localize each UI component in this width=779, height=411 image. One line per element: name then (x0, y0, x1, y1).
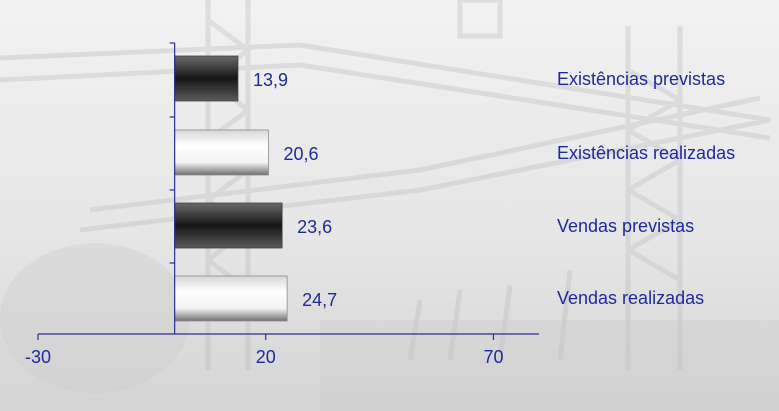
value-labels-layer: 13,9 20,6 23,6 24,7 (253, 70, 337, 310)
background-buildings-shape (320, 320, 779, 411)
category-label-4: Vendas realizadas (557, 288, 704, 308)
background-hard-hat-shape (0, 243, 190, 393)
x-axis-tick-label-1: -30 (25, 347, 51, 367)
value-label-1: 13,9 (253, 70, 288, 90)
category-label-3: Vendas previstas (557, 216, 694, 236)
x-axis-tick-label-3: 70 (483, 347, 503, 367)
category-label-2: Existências realizadas (557, 143, 735, 163)
bars-layer (174, 55, 288, 322)
bar-1 (174, 55, 239, 102)
category-label-1: Existências previstas (557, 69, 725, 89)
bar-4 (174, 275, 288, 322)
x-axis-tick-label-2: 20 (256, 347, 276, 367)
category-labels-layer: Existências previstas Existências realiza… (557, 69, 735, 308)
bar-3 (174, 202, 283, 249)
value-label-3: 23,6 (297, 217, 332, 237)
bar-2 (174, 129, 269, 176)
value-label-2: 20,6 (283, 144, 318, 164)
axis-layer: -30 20 70 (25, 42, 539, 367)
value-label-4: 24,7 (302, 290, 337, 310)
